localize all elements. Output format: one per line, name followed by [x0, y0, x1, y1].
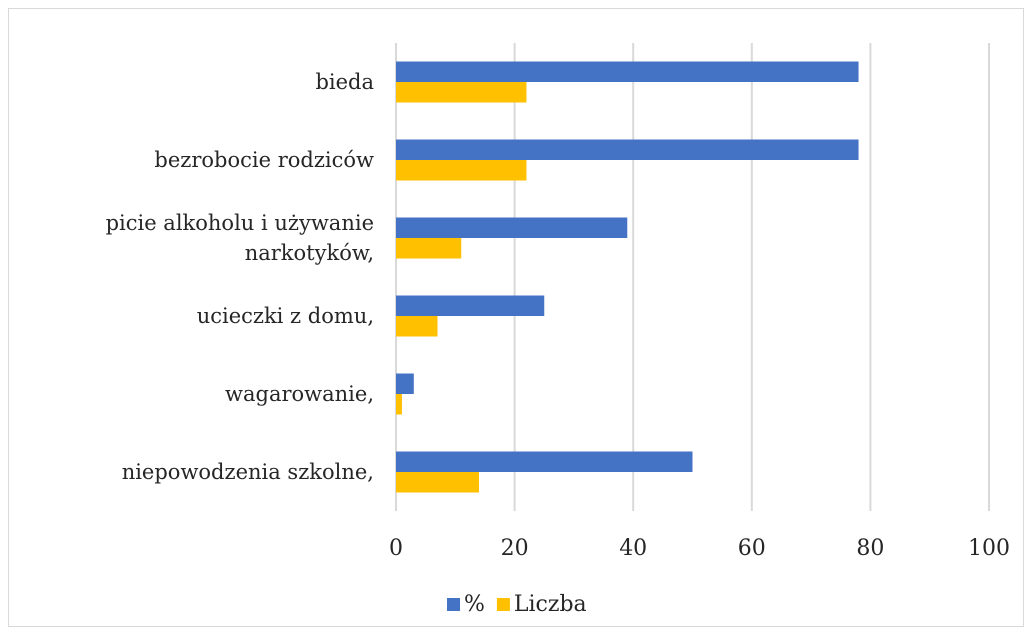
category-text: wagarowanie,	[225, 382, 374, 406]
x-tick-label: 100	[968, 536, 1010, 561]
category-text: picie alkoholu i używanie narkotyków,	[105, 211, 374, 265]
legend-label: %	[464, 592, 485, 617]
legend-swatch	[447, 598, 460, 611]
category-text: bieda	[315, 70, 374, 94]
legend-swatch	[496, 598, 510, 611]
category-label: bezrobocie rodziców	[12, 121, 374, 199]
bar	[396, 61, 859, 82]
bar	[396, 139, 859, 160]
x-tick-label: 80	[856, 536, 884, 561]
legend-label: Liczba	[514, 592, 587, 617]
bar	[396, 238, 462, 259]
category-label: bieda	[12, 43, 374, 121]
x-tick-label: 20	[501, 536, 529, 561]
category-text: ucieczki z domu,	[196, 304, 374, 328]
category-label: ucieczki z domu,	[12, 277, 374, 355]
bar	[396, 316, 438, 337]
bar	[396, 451, 693, 472]
bar	[396, 160, 527, 181]
bar	[396, 472, 480, 493]
x-tick-label: 40	[619, 536, 647, 561]
category-label: wagarowanie,	[12, 355, 374, 433]
category-text: bezrobocie rodziców	[154, 148, 374, 172]
bar	[396, 217, 628, 238]
x-tick-label: 60	[738, 536, 766, 561]
bar	[396, 295, 545, 316]
bar	[396, 373, 414, 394]
x-tick-label: 0	[389, 536, 403, 561]
bar	[396, 394, 402, 415]
bar	[396, 82, 527, 103]
category-label: picie alkoholu i używanie narkotyków,	[12, 199, 374, 277]
category-label: niepowodzenia szkolne,	[12, 433, 374, 511]
category-text: niepowodzenia szkolne,	[121, 460, 374, 484]
chart-border	[8, 8, 1024, 627]
